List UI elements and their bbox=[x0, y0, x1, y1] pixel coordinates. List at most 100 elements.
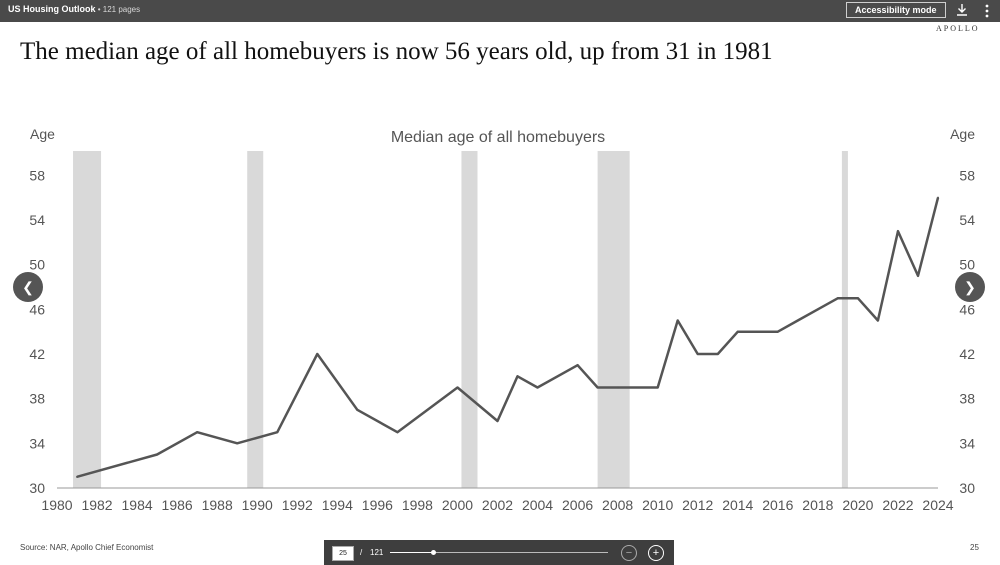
y-tick-label-left: 58 bbox=[29, 167, 45, 183]
page-slider-fill bbox=[390, 552, 434, 553]
y-tick-label-left: 46 bbox=[29, 301, 45, 317]
x-tick-label: 2024 bbox=[922, 497, 953, 513]
data-point bbox=[316, 353, 319, 355]
data-point bbox=[696, 353, 699, 355]
data-point bbox=[896, 230, 899, 233]
brand-logo: APOLLO bbox=[936, 24, 980, 33]
x-tick-label: 1980 bbox=[41, 497, 72, 513]
y-axis-title-left: Age bbox=[30, 126, 55, 142]
data-point bbox=[196, 431, 199, 434]
pager-toolbar: / 121 − + bbox=[324, 540, 674, 565]
x-tick-label: 2002 bbox=[482, 497, 513, 513]
data-point bbox=[536, 386, 539, 389]
x-tick-label: 2022 bbox=[882, 497, 913, 513]
x-tick-label: 2012 bbox=[682, 497, 713, 513]
page-slider[interactable] bbox=[390, 550, 608, 555]
y-tick-label-left: 54 bbox=[29, 212, 45, 228]
x-tick-label: 1992 bbox=[282, 497, 313, 513]
x-tick-label: 2014 bbox=[722, 497, 753, 513]
download-icon[interactable] bbox=[954, 2, 970, 18]
data-point bbox=[776, 330, 779, 333]
y-tick-label-right: 34 bbox=[959, 435, 975, 451]
zoom-in-button[interactable]: + bbox=[648, 545, 664, 561]
data-point bbox=[356, 408, 359, 411]
accessibility-mode-button[interactable]: Accessibility mode bbox=[846, 2, 946, 18]
more-vertical-icon[interactable] bbox=[981, 3, 993, 19]
y-tick-label-right: 54 bbox=[959, 212, 975, 228]
recession-band bbox=[461, 151, 478, 488]
x-tick-label: 1990 bbox=[242, 497, 273, 513]
data-point bbox=[156, 453, 159, 456]
x-tick-label: 2006 bbox=[562, 497, 593, 513]
data-point bbox=[576, 364, 579, 367]
data-point bbox=[456, 386, 459, 389]
x-tick-label: 2016 bbox=[762, 497, 793, 513]
data-point bbox=[937, 196, 939, 199]
recession-band bbox=[247, 151, 264, 488]
y-tick-label-left: 38 bbox=[29, 391, 45, 407]
source-note: Source: NAR, Apollo Chief Economist bbox=[20, 543, 154, 552]
data-point bbox=[916, 274, 919, 277]
data-point bbox=[516, 375, 519, 378]
data-point bbox=[856, 297, 859, 300]
document-page-count: • 121 pages bbox=[95, 5, 141, 14]
chart-title: Median age of all homebuyers bbox=[391, 129, 605, 146]
recession-band bbox=[841, 151, 848, 488]
previous-page-button[interactable]: ❮ bbox=[13, 272, 43, 302]
data-point bbox=[756, 330, 759, 333]
data-point bbox=[656, 386, 659, 389]
x-tick-label: 1982 bbox=[81, 497, 112, 513]
data-point bbox=[676, 319, 679, 322]
series-line bbox=[76, 197, 940, 479]
zoom-out-button[interactable]: − bbox=[621, 545, 637, 561]
x-tick-label: 1986 bbox=[162, 497, 193, 513]
slide-page-number: 25 bbox=[970, 543, 979, 552]
document-title-text: US Housing Outlook bbox=[8, 4, 96, 14]
recession-band bbox=[597, 151, 630, 488]
x-tick-label: 1998 bbox=[402, 497, 433, 513]
data-point bbox=[836, 297, 839, 300]
data-point bbox=[616, 386, 619, 389]
data-point bbox=[596, 386, 599, 389]
x-tick-label: 2010 bbox=[642, 497, 673, 513]
y-tick-label-left: 34 bbox=[29, 435, 45, 451]
y-axis-title-right: Age bbox=[950, 126, 975, 142]
x-tick-label: 2000 bbox=[442, 497, 473, 513]
y-tick-label-left: 50 bbox=[29, 257, 45, 273]
data-point bbox=[736, 330, 739, 333]
x-tick-label: 2004 bbox=[522, 497, 553, 513]
data-point bbox=[276, 431, 279, 434]
data-point bbox=[816, 308, 819, 311]
x-tick-label: 2018 bbox=[802, 497, 833, 513]
data-point bbox=[796, 319, 799, 322]
next-page-button[interactable]: ❯ bbox=[955, 272, 985, 302]
y-tick-label-left: 42 bbox=[29, 346, 45, 362]
x-tick-label: 1988 bbox=[202, 497, 233, 513]
y-tick-label-right: 38 bbox=[959, 391, 975, 407]
top-bar: US Housing Outlook • 121 pages Accessibi… bbox=[0, 0, 1000, 22]
y-tick-label-right: 30 bbox=[959, 480, 975, 496]
y-tick-label-right: 58 bbox=[959, 167, 975, 183]
page-number-input[interactable] bbox=[332, 546, 354, 561]
y-tick-label-right: 50 bbox=[959, 257, 975, 273]
x-tick-label: 1994 bbox=[322, 497, 353, 513]
data-point bbox=[716, 353, 719, 355]
data-point bbox=[636, 386, 639, 389]
data-point bbox=[496, 420, 499, 422]
pager-separator: / bbox=[360, 548, 363, 557]
y-tick-label-left: 30 bbox=[29, 480, 45, 496]
x-tick-label: 1996 bbox=[362, 497, 393, 513]
x-tick-label: 2008 bbox=[602, 497, 633, 513]
data-point bbox=[396, 431, 399, 434]
x-tick-label: 2020 bbox=[842, 497, 873, 513]
data-point bbox=[876, 319, 879, 322]
recession-band bbox=[73, 151, 102, 488]
slide-headline: The median age of all homebuyers is now … bbox=[20, 38, 773, 65]
x-tick-label: 1984 bbox=[122, 497, 153, 513]
document-title: US Housing Outlook • 121 pages bbox=[8, 4, 140, 14]
y-tick-label-right: 42 bbox=[959, 346, 975, 362]
pager-total-pages: 121 bbox=[370, 548, 384, 557]
line-chart: 1980 1982 1984 1986 1988 1990 1992 1994 1996 1998… bbox=[29, 126, 975, 513]
page-slider-thumb[interactable] bbox=[431, 550, 437, 555]
data-point bbox=[76, 475, 79, 478]
